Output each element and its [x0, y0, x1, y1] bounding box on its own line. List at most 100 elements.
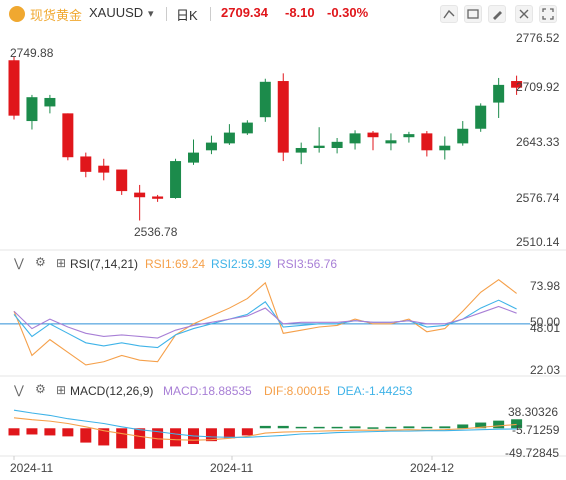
candle-body: [439, 145, 451, 151]
candle-body: [223, 132, 235, 144]
gold-logo-icon: [9, 6, 25, 22]
candle-body: [8, 60, 20, 116]
macd-histogram-bar: [367, 427, 379, 429]
draw-line-icon[interactable]: [440, 5, 458, 23]
candle-body: [277, 81, 289, 153]
macd-histogram-bar: [98, 428, 110, 446]
candle-body: [44, 97, 56, 107]
interval-selector[interactable]: 日K: [176, 8, 198, 23]
macd-histogram-bar: [277, 425, 289, 429]
draw-shape-icon[interactable]: [464, 5, 482, 23]
candle-body: [313, 145, 325, 148]
candle-body: [295, 147, 307, 153]
collapse-icon[interactable]: ⋁: [14, 383, 24, 397]
date-label: 2024-11: [10, 461, 54, 475]
macd-histogram-bar: [170, 428, 182, 447]
candle-body: [385, 140, 397, 144]
candle-body: [331, 141, 343, 148]
macd-tick-label: 38.30326: [508, 405, 559, 419]
fullscreen-icon[interactable]: [539, 5, 557, 23]
dea-value: DEA:-1.44253: [337, 384, 413, 398]
divider: [166, 7, 167, 21]
macd-histogram-bar: [116, 428, 128, 449]
divider: [210, 7, 211, 21]
candle-body: [205, 142, 217, 151]
high-price-label: 2749.88: [10, 46, 54, 60]
candle-body: [493, 84, 505, 103]
macd-histogram-bar: [385, 426, 397, 429]
candle-body: [134, 192, 146, 198]
gear-icon[interactable]: ⚙: [35, 382, 46, 396]
rsi2-value: RSI2:59.39: [211, 257, 272, 271]
candle-body: [188, 152, 199, 163]
candle-body: [403, 134, 415, 138]
candle-body: [421, 133, 433, 151]
rsi-tick-label: 73.98: [530, 279, 561, 293]
candle-body: [457, 128, 469, 144]
symbol-code[interactable]: XAUUSD: [89, 5, 144, 20]
candle-body: [259, 81, 271, 118]
price-tick-label: 2709.92: [516, 80, 560, 94]
macd-histogram-bar: [421, 426, 433, 429]
macd-histogram-bar: [349, 426, 361, 429]
candle-body: [367, 132, 379, 138]
macd-histogram-bar: [134, 428, 146, 449]
chevron-down-icon[interactable]: ▾: [148, 8, 154, 20]
candle-body: [475, 105, 487, 129]
rsi1-value: RSI1:69.24: [145, 257, 206, 271]
candle-body: [80, 156, 92, 172]
rsi-line-2: [13, 299, 517, 349]
macd-histogram-bar: [295, 426, 307, 429]
symbol-name[interactable]: 现货黄金: [30, 8, 83, 23]
macd-histogram-bar: [44, 428, 56, 436]
expand-box-icon[interactable]: ⊞: [56, 383, 67, 397]
low-price-label: 2536.78: [134, 225, 178, 239]
macd-histogram-bar: [241, 428, 253, 436]
rsi-line-3: [13, 305, 517, 339]
macd-histogram-bar: [457, 424, 469, 429]
macd-histogram-bar: [403, 426, 415, 429]
pen-icon[interactable]: [488, 5, 506, 23]
candle-body: [241, 122, 253, 134]
macd-histogram-bar: [331, 426, 343, 429]
macd-tick-label: -5.71259: [512, 423, 560, 437]
price-change-percent: -0.30%: [327, 5, 369, 20]
settings-icon[interactable]: [515, 5, 533, 23]
candle-body: [62, 113, 74, 158]
candle-body: [152, 196, 164, 199]
rsi-line-1: [13, 278, 517, 366]
macd-title: MACD(12,26,9): [70, 384, 154, 398]
date-label: 2024-12: [410, 461, 455, 475]
macd-histogram-bar: [439, 426, 451, 429]
candle-body: [98, 165, 110, 173]
rsi3-value: RSI3:56.76: [277, 257, 338, 271]
macd-histogram-bar: [475, 422, 487, 429]
macd-histogram-bar: [223, 428, 235, 439]
rsi-tick-label: 48.01: [530, 321, 561, 335]
chart-header: 现货黄金 XAUUSD ▾ 日K 2709.34 -8.10 -0.30%: [0, 0, 566, 28]
gear-icon[interactable]: ⚙: [35, 255, 46, 269]
price-tick-label: 2776.52: [516, 31, 560, 45]
expand-box-icon[interactable]: ⊞: [56, 256, 67, 270]
dif-value: DIF:8.00015: [264, 384, 331, 398]
candle-body: [349, 133, 361, 144]
rsi-tick-label: 22.03: [530, 363, 561, 377]
candle-body: [511, 81, 523, 88]
price-change: -8.10: [285, 5, 315, 20]
macd-histogram-bar: [313, 426, 325, 429]
candle-body: [170, 161, 182, 199]
macd-histogram-bar: [80, 428, 92, 443]
price-tick-label: 2643.33: [516, 135, 560, 149]
macd-histogram-bar: [511, 419, 523, 429]
rsi-tick-label: 50.00: [530, 315, 561, 329]
macd-histogram-bar: [205, 428, 217, 442]
macd-histogram-bar: [493, 420, 505, 429]
macd-histogram-bar: [8, 428, 20, 436]
candle-body: [116, 169, 128, 192]
collapse-icon[interactable]: ⋁: [14, 256, 24, 270]
rsi-title: RSI(7,14,21): [70, 257, 139, 271]
last-price: 2709.34: [221, 5, 268, 20]
candle-body: [26, 97, 38, 122]
macd-histogram-bar: [259, 425, 271, 429]
